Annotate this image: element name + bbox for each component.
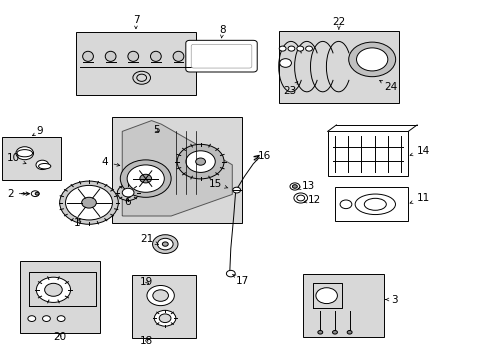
Text: 8: 8 — [219, 25, 225, 38]
Circle shape — [60, 181, 118, 224]
Circle shape — [57, 316, 65, 321]
Text: 14: 14 — [409, 146, 429, 156]
Circle shape — [127, 165, 164, 192]
FancyBboxPatch shape — [191, 44, 251, 68]
Bar — [303, 274, 383, 337]
Bar — [20, 261, 100, 333]
Circle shape — [340, 200, 351, 209]
Text: 20: 20 — [53, 332, 66, 342]
Ellipse shape — [173, 51, 183, 61]
Circle shape — [35, 192, 39, 195]
PathPatch shape — [122, 121, 232, 216]
Circle shape — [28, 316, 36, 321]
Circle shape — [133, 71, 150, 84]
Ellipse shape — [82, 51, 93, 61]
Text: 10: 10 — [6, 153, 26, 164]
Circle shape — [162, 242, 168, 246]
Circle shape — [36, 160, 49, 170]
Text: 19: 19 — [140, 276, 153, 287]
Bar — [76, 32, 195, 95]
Ellipse shape — [354, 194, 395, 215]
Text: 11: 11 — [409, 193, 429, 203]
Bar — [2, 137, 61, 180]
Circle shape — [146, 285, 174, 306]
Circle shape — [137, 74, 146, 81]
Bar — [334, 187, 407, 221]
Circle shape — [42, 316, 50, 321]
Circle shape — [232, 187, 240, 193]
Text: 6: 6 — [123, 197, 130, 207]
Circle shape — [65, 185, 112, 220]
Text: 3: 3 — [385, 294, 397, 305]
Circle shape — [296, 195, 304, 201]
Circle shape — [287, 46, 294, 51]
Text: 4: 4 — [102, 157, 120, 167]
Ellipse shape — [39, 163, 51, 169]
Text: 23: 23 — [283, 82, 297, 96]
Circle shape — [317, 330, 322, 334]
Circle shape — [293, 193, 307, 203]
Circle shape — [122, 188, 134, 197]
Circle shape — [177, 144, 224, 179]
Bar — [278, 31, 398, 103]
Ellipse shape — [127, 51, 138, 61]
Bar — [112, 117, 242, 223]
Text: 17: 17 — [232, 275, 248, 286]
Text: 16: 16 — [253, 150, 271, 161]
Text: 15: 15 — [209, 179, 227, 189]
Circle shape — [140, 174, 151, 183]
Circle shape — [31, 191, 39, 197]
Circle shape — [152, 235, 178, 253]
Text: 7: 7 — [132, 15, 139, 29]
Circle shape — [117, 185, 139, 201]
Text: 9: 9 — [32, 126, 43, 136]
Ellipse shape — [364, 198, 386, 210]
Ellipse shape — [17, 150, 33, 157]
Circle shape — [120, 160, 171, 197]
Text: 13: 13 — [298, 181, 314, 192]
Circle shape — [152, 290, 168, 301]
Circle shape — [195, 158, 205, 165]
Circle shape — [346, 330, 351, 334]
Circle shape — [185, 151, 215, 172]
Text: 5: 5 — [153, 125, 160, 135]
Ellipse shape — [105, 51, 116, 61]
Circle shape — [292, 185, 297, 188]
Circle shape — [36, 277, 70, 302]
Ellipse shape — [150, 51, 161, 61]
Bar — [327, 131, 407, 176]
Circle shape — [289, 183, 299, 190]
Circle shape — [44, 283, 62, 296]
Text: 1: 1 — [74, 218, 81, 228]
Text: 12: 12 — [304, 195, 321, 205]
Circle shape — [332, 330, 337, 334]
Circle shape — [226, 270, 235, 277]
Bar — [132, 275, 195, 338]
Circle shape — [159, 314, 171, 323]
Circle shape — [157, 238, 173, 250]
Circle shape — [279, 46, 285, 51]
Circle shape — [16, 147, 34, 160]
Circle shape — [305, 46, 312, 51]
Text: 21: 21 — [140, 234, 158, 244]
Circle shape — [81, 197, 96, 208]
Circle shape — [296, 46, 303, 51]
Text: 22: 22 — [331, 17, 345, 30]
Circle shape — [279, 59, 291, 67]
Circle shape — [356, 48, 387, 71]
Circle shape — [315, 288, 337, 303]
Circle shape — [154, 310, 176, 326]
Text: 24: 24 — [379, 80, 396, 92]
Text: 2: 2 — [7, 189, 26, 199]
Circle shape — [348, 42, 395, 77]
FancyBboxPatch shape — [185, 40, 257, 72]
Text: 18: 18 — [140, 336, 153, 346]
